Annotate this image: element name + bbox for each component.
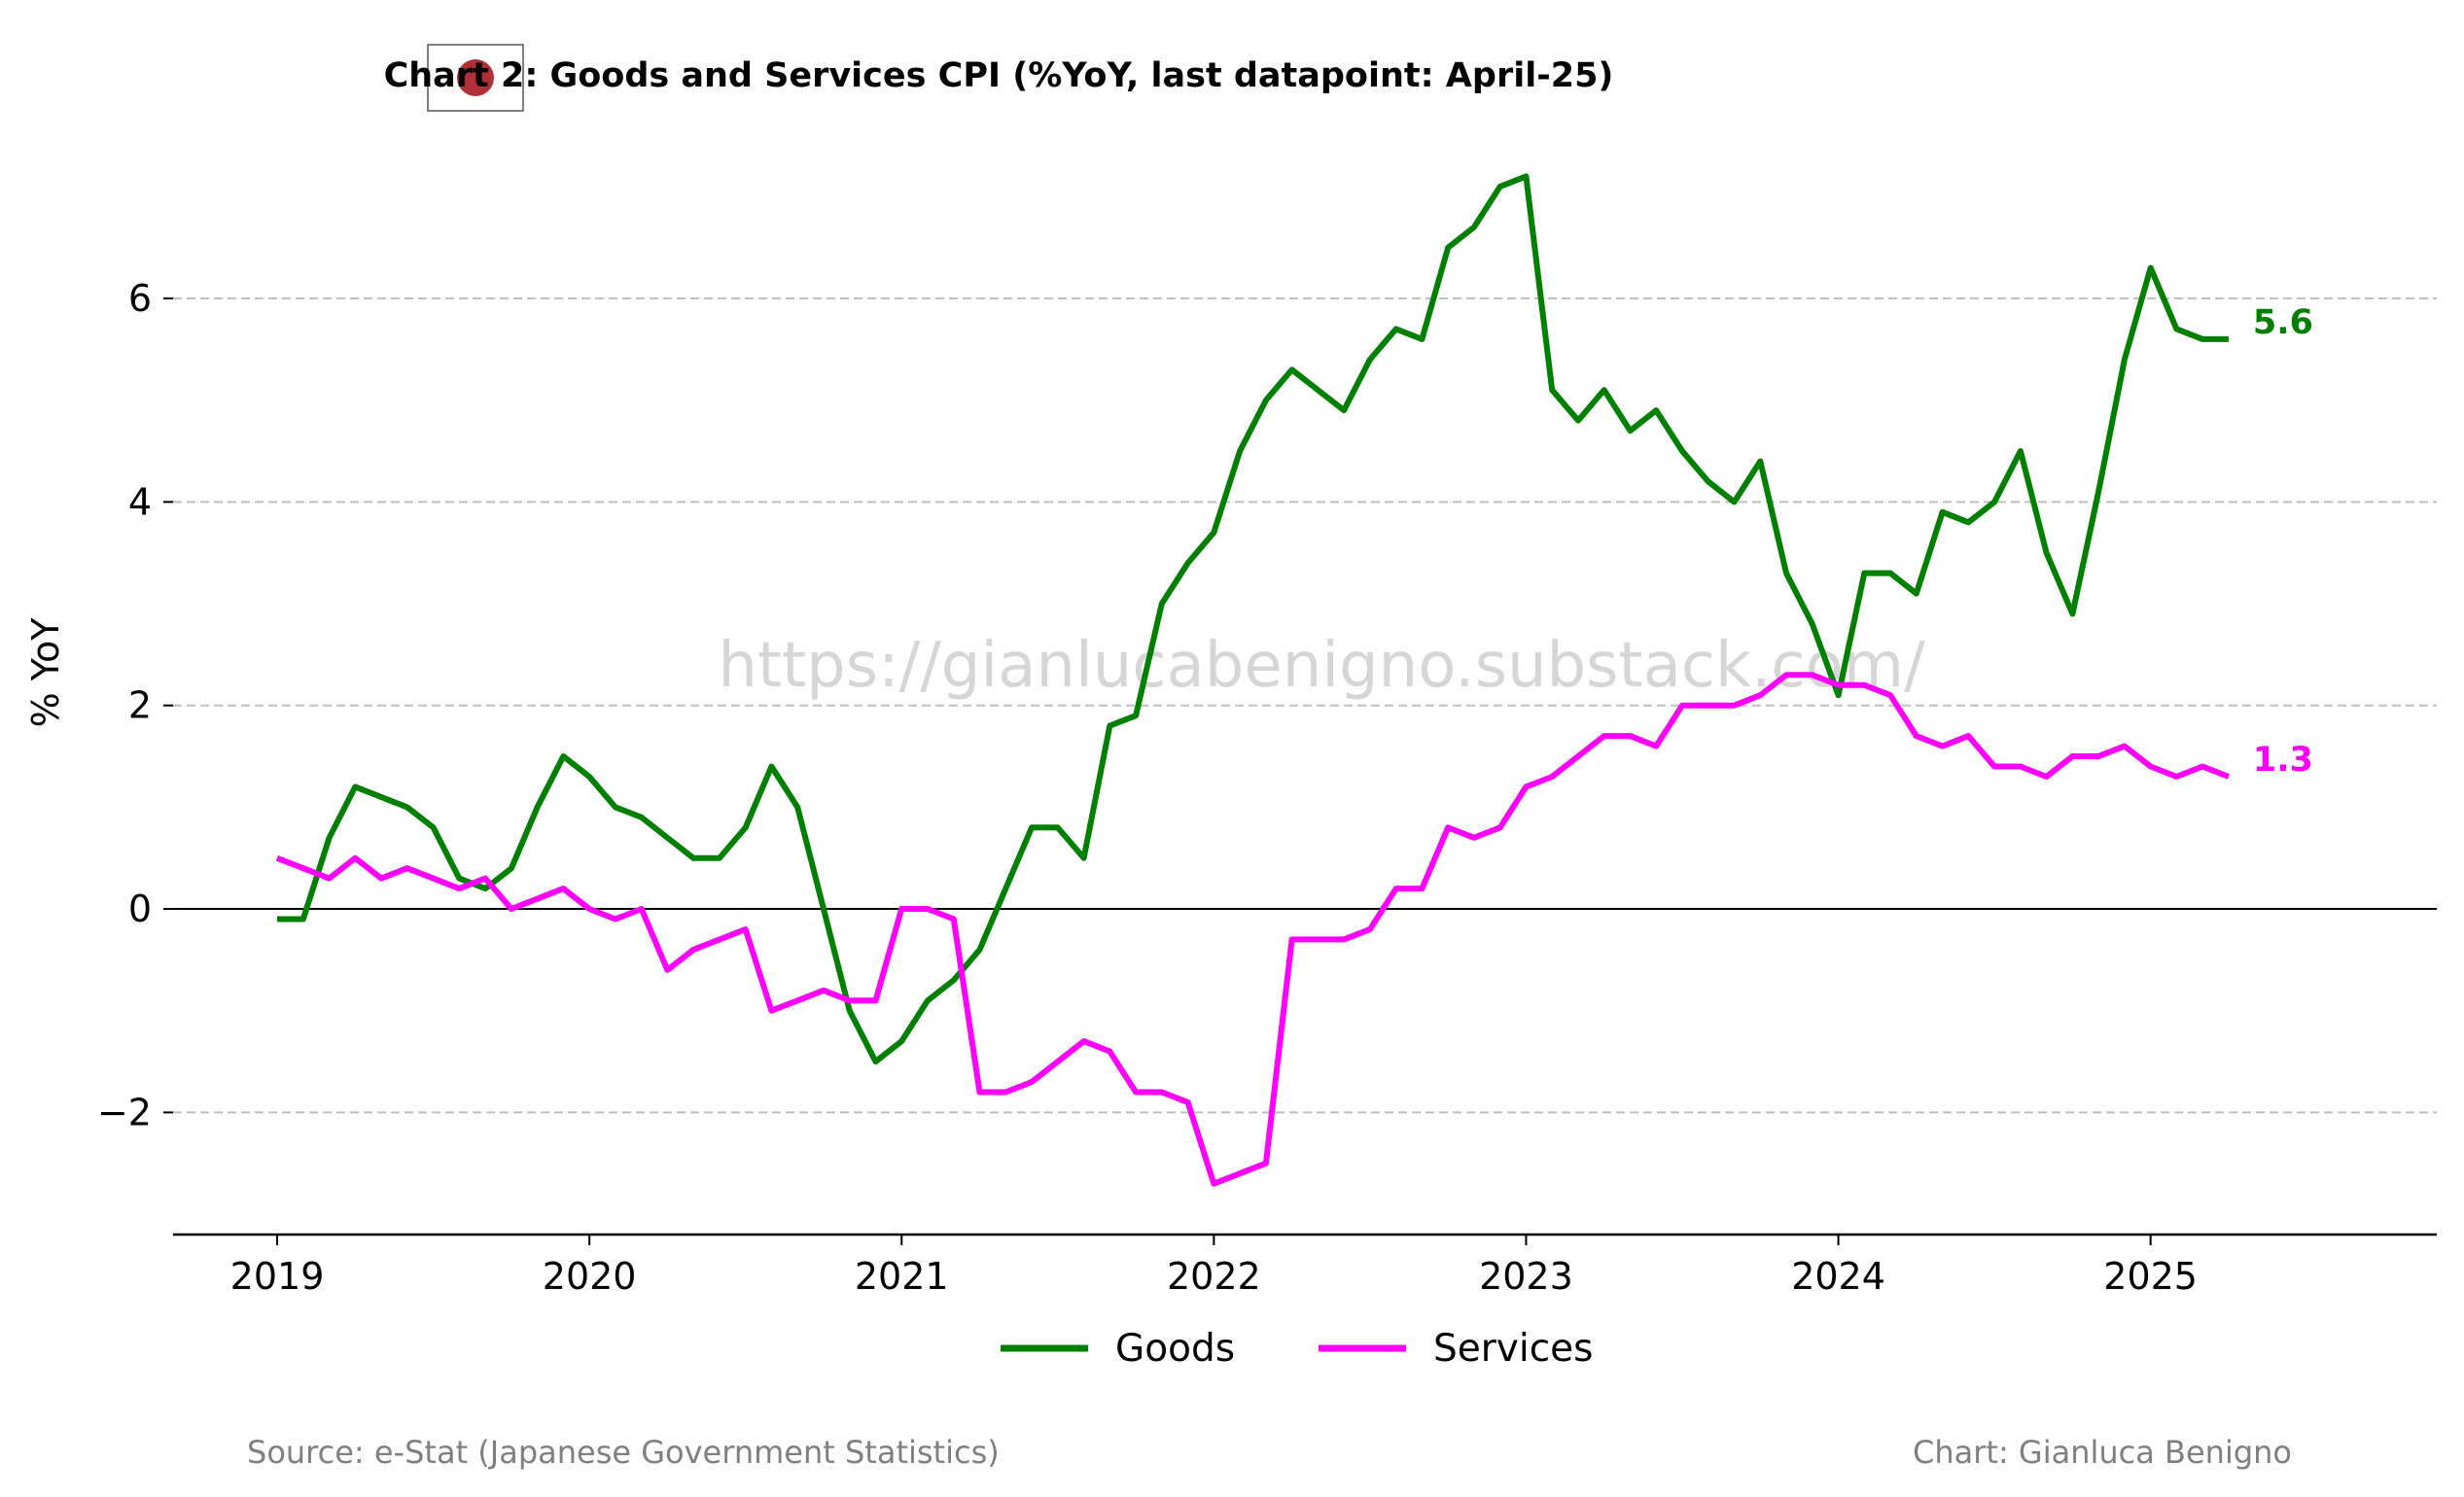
x-tick-label: 2022 — [1167, 1255, 1261, 1298]
legend-label-services: Services — [1433, 1327, 1593, 1371]
x-tick-label: 2023 — [1479, 1255, 1573, 1298]
x-tick-label: 2019 — [230, 1255, 325, 1298]
legend-label-goods: Goods — [1115, 1327, 1235, 1371]
y-tick-label: −2 — [97, 1091, 152, 1133]
end-labels: 5.6 1.3 — [2253, 303, 2313, 780]
x-tick-label: 2021 — [855, 1255, 949, 1298]
y-tick-label: 0 — [128, 888, 152, 930]
x-tick-label: 2020 — [543, 1255, 637, 1298]
end-label-goods: 5.6 — [2253, 303, 2313, 342]
chart-title: Chart 2: Goods and Services CPI (%YoY, l… — [384, 56, 1614, 95]
x-tick-label: 2025 — [2103, 1255, 2198, 1298]
source-note: Source: e-Stat (Japanese Government Stat… — [247, 1434, 1000, 1471]
series-line-services — [275, 672, 2230, 1187]
gridlines — [173, 297, 2437, 1114]
y-axis-label: % YoY — [24, 617, 67, 728]
series-line-goods — [277, 173, 2229, 1065]
chart-credit: Chart: Gianluca Benigno — [1913, 1434, 2292, 1471]
japan-flag-icon — [427, 44, 524, 112]
axes: 6 4 2 0 −2 2019 2020 2021 2022 2023 2024 2025 — [97, 277, 2437, 1298]
x-tick-label: 2024 — [1791, 1255, 1885, 1298]
legend: Goods Services — [1001, 1327, 1593, 1371]
end-label-services: 1.3 — [2253, 741, 2313, 780]
series-lines — [275, 173, 2230, 1187]
watermark-text: https://gianlucabenigno.substack.com/ — [718, 630, 1925, 702]
y-tick-label: 4 — [128, 480, 152, 523]
y-tick-label: 2 — [128, 684, 152, 727]
y-tick-label: 6 — [128, 277, 152, 320]
